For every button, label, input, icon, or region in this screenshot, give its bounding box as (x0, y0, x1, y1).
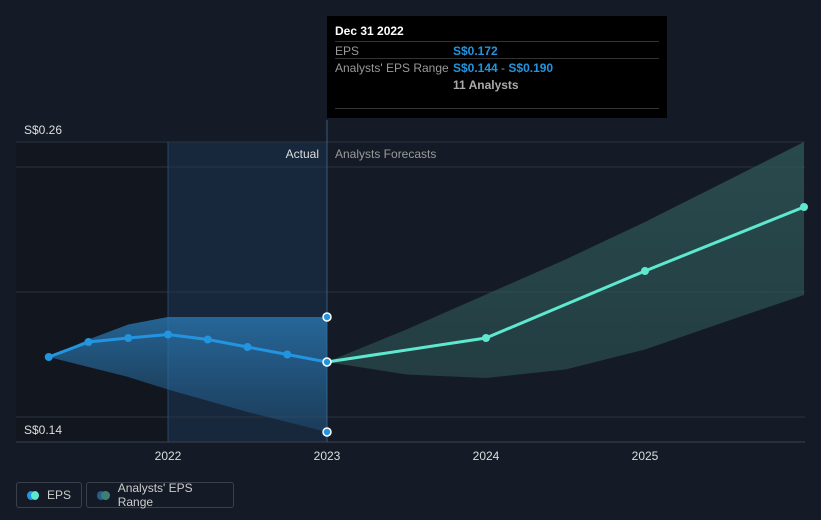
tooltip-date: Dec 31 2022 (335, 24, 404, 38)
eps-point (641, 267, 649, 275)
range-high-marker (322, 312, 332, 322)
tooltip-range-sep: - (497, 61, 509, 75)
forecast-label: Analysts Forecasts (335, 147, 436, 161)
eps-point (164, 330, 172, 339)
range-swatch-icon (97, 490, 106, 500)
eps-hover-marker (322, 357, 332, 367)
x-tick-label: 2025 (632, 449, 659, 463)
eps-point (243, 343, 252, 351)
eps-line (48, 333, 328, 364)
tooltip-eps-value: S$0.172 (453, 44, 498, 58)
actual-label: Actual (286, 147, 319, 161)
tooltip: Dec 31 2022 EPS S$0.172 Analysts' EPS Ra… (327, 16, 667, 118)
x-tick-label: 2024 (473, 449, 500, 463)
eps-point (800, 203, 808, 211)
tooltip-eps-label: EPS (335, 44, 360, 58)
tooltip-range-high: S$0.190 (508, 61, 554, 75)
range-low-marker (322, 427, 332, 437)
legend-range[interactable]: Analysts' EPS Range (86, 481, 234, 509)
eps-forecast-swatch-icon (30, 490, 39, 500)
y-tick-label: S$0.14 (24, 423, 62, 437)
eps-line (326, 205, 805, 364)
tooltip-analysts: 11 Analysts (453, 78, 519, 92)
range-forecast-swatch-icon (101, 490, 110, 500)
tooltip-range-low: S$0.144 (453, 61, 498, 75)
range-band (48, 317, 327, 432)
eps-point (84, 338, 93, 346)
range-band (327, 142, 804, 378)
eps-point (124, 334, 133, 342)
eps-point (283, 350, 292, 359)
x-tick-label: 2022 (155, 449, 182, 463)
y-tick-label: S$0.26 (24, 123, 62, 137)
x-tick-label: 2023 (314, 449, 341, 463)
eps-point (482, 334, 490, 342)
tooltip-range-label: Analysts' EPS Range (335, 61, 449, 75)
eps-point (203, 335, 212, 344)
eps-point (44, 353, 53, 361)
legend-range-label: Analysts' EPS Range (117, 481, 193, 509)
legend-eps[interactable]: EPS (16, 482, 82, 508)
legend-eps-label: EPS (46, 488, 71, 502)
